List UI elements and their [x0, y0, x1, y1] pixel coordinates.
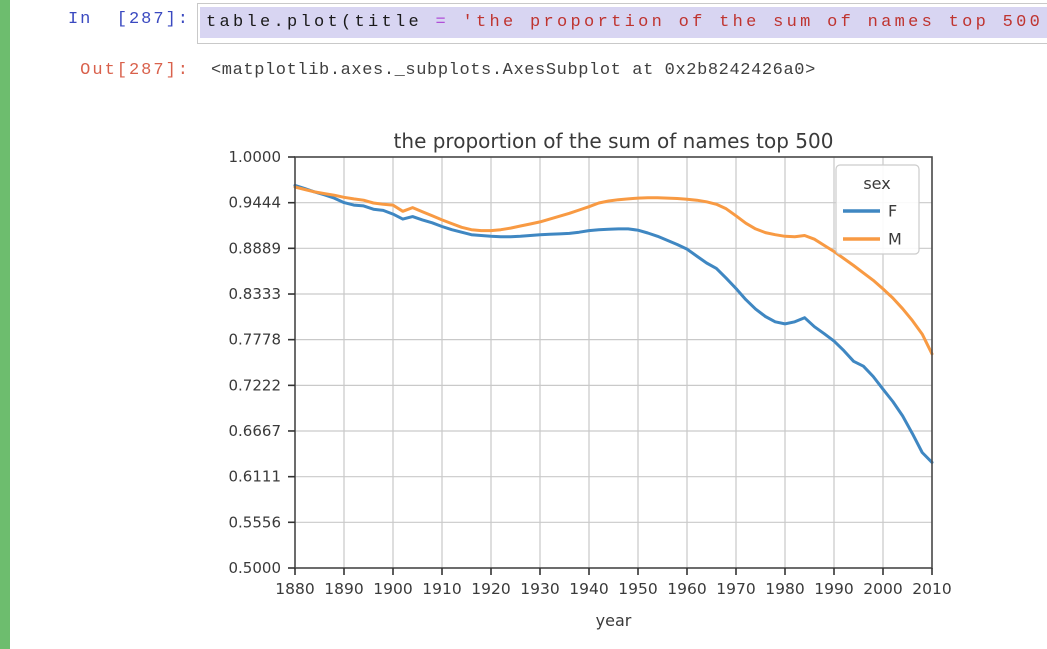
x-tick-label: 1990	[814, 580, 853, 598]
code-token-string: 'the proportion of the sum of names top …	[462, 13, 1047, 32]
x-tick-label: 2000	[863, 580, 902, 598]
y-tick-label: 0.7778	[229, 331, 282, 349]
output-prompt: Out[287]:	[80, 61, 190, 80]
x-tick-label: 1980	[765, 580, 804, 598]
y-tick-label: 0.6111	[229, 468, 282, 486]
x-tick-label: 1960	[667, 580, 706, 598]
x-tick-label: 1920	[471, 580, 510, 598]
y-tick-label: 0.8889	[229, 239, 282, 257]
series-line-F	[293, 183, 934, 464]
y-tick-label: 0.8333	[229, 285, 282, 303]
x-axis-label: year	[596, 611, 632, 630]
y-tick-label: 0.7222	[229, 376, 282, 394]
legend-label-F: F	[888, 202, 897, 221]
code-selection-highlight: table.plot(title = 'the proportion of th…	[200, 7, 1047, 38]
x-tick-label: 1910	[422, 580, 461, 598]
x-tick-label: 1970	[716, 580, 755, 598]
x-tick-label: 1890	[324, 580, 363, 598]
code-cell-input[interactable]: table.plot(title = 'the proportion of th…	[197, 3, 1047, 44]
legend-label-M: M	[888, 230, 902, 249]
y-tick-label: 1.0000	[229, 148, 282, 166]
y-tick-label: 0.6667	[229, 422, 282, 440]
chart-title: the proportion of the sum of names top 5…	[394, 129, 834, 153]
x-tick-label: 1940	[569, 580, 608, 598]
x-tick-label: 1880	[275, 580, 314, 598]
x-tick-label: 1950	[618, 580, 657, 598]
code-token-call: table.plot(title	[206, 13, 436, 32]
code-token-operator: =	[435, 13, 463, 32]
cell-output-repr: <matplotlib.axes._subplots.AxesSubplot a…	[211, 61, 816, 80]
x-tick-label: 1930	[520, 580, 559, 598]
y-tick-label: 0.5556	[229, 513, 282, 531]
y-tick-label: 0.9444	[229, 194, 282, 212]
plot-border	[294, 156, 933, 569]
x-tick-label: 2010	[912, 580, 951, 598]
input-prompt: In [287]:	[67, 10, 190, 29]
y-tick-label: 0.5000	[229, 559, 282, 577]
legend-title: sex	[863, 174, 890, 193]
series-line-M	[293, 185, 934, 356]
cell-edit-mode-indicator	[0, 0, 10, 649]
x-tick-label: 1900	[373, 580, 412, 598]
